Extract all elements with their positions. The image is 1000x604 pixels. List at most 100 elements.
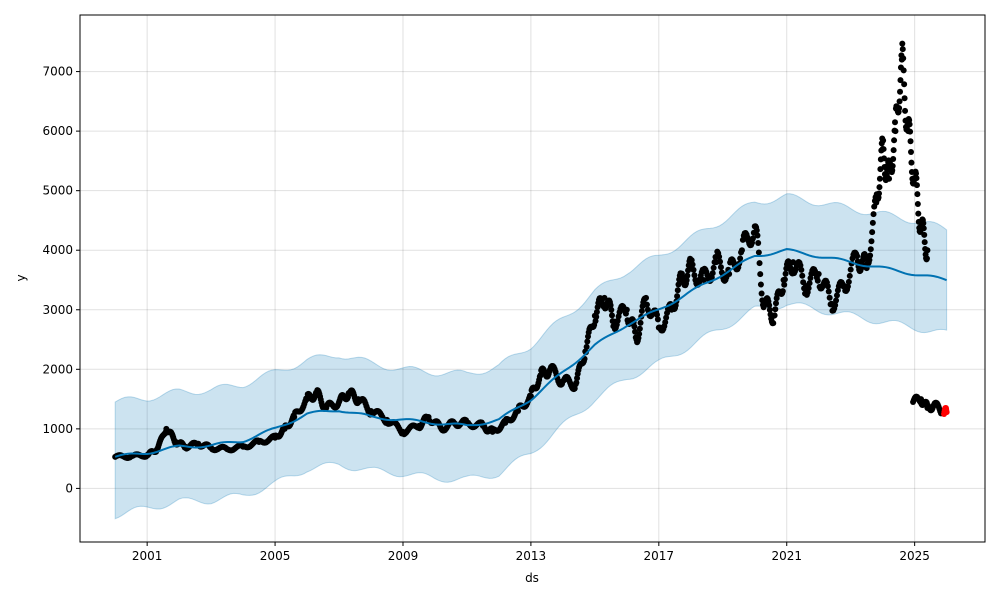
observed-point [824, 283, 831, 290]
observed-point [889, 167, 896, 174]
observed-point [890, 147, 897, 154]
observed-point [814, 277, 821, 284]
observed-point [914, 191, 921, 198]
observed-point [913, 182, 920, 189]
y-tick-label: 0 [65, 481, 73, 495]
y-tick-label: 3000 [42, 303, 73, 317]
observed-point [902, 107, 909, 114]
observed-point [924, 247, 931, 254]
x-axis-label: ds [525, 571, 539, 585]
observed-point [847, 266, 854, 273]
observed-point [781, 281, 788, 288]
observed-point [900, 55, 907, 62]
observed-point [782, 270, 789, 277]
observed-point [867, 246, 874, 253]
observed-point [867, 252, 874, 259]
observed-point [920, 225, 927, 232]
observed-point [691, 272, 698, 279]
y-tick-label: 7000 [42, 65, 73, 79]
observed-point [896, 105, 903, 112]
observed-point [881, 155, 888, 162]
observed-point [920, 220, 927, 227]
observed-point [717, 258, 724, 265]
highlighted-point [943, 409, 950, 416]
y-axis: 0 1000 2000 3000 4000 5000 6000 7000 [42, 65, 80, 495]
x-tick-label: 2013 [516, 549, 547, 563]
observed-point [709, 270, 716, 277]
observed-point [754, 232, 761, 239]
observed-point [608, 306, 615, 313]
observed-point [797, 262, 804, 269]
observed-point [636, 330, 643, 337]
observed-point [757, 271, 764, 278]
observed-point [689, 261, 696, 268]
observed-point [854, 258, 861, 265]
observed-point [573, 379, 580, 386]
observed-point [766, 306, 773, 313]
observed-point [900, 67, 907, 74]
forecast-line [114, 247, 947, 458]
uncertainty-interval [114, 193, 948, 520]
y-tick-label: 2000 [42, 362, 73, 376]
observed-point [806, 280, 813, 287]
observed-point [899, 46, 906, 53]
observed-point [908, 159, 915, 166]
observed-point [753, 227, 760, 234]
observed-point [737, 255, 744, 262]
observed-point [716, 253, 723, 260]
observed-point [662, 319, 669, 326]
observed-point [901, 81, 908, 88]
observed-point [674, 287, 681, 294]
observed-point [623, 306, 630, 313]
observed-point [915, 210, 922, 217]
observed-point [832, 302, 839, 309]
observed-point [876, 190, 883, 197]
x-tick-label: 2001 [132, 549, 163, 563]
observed-point [710, 264, 717, 271]
y-tick-label: 4000 [42, 243, 73, 257]
observed-point [923, 255, 930, 262]
observed-point [921, 231, 928, 238]
observed-point [755, 240, 762, 247]
observed-point [845, 278, 852, 285]
observed-point [901, 95, 908, 102]
observed-point [515, 407, 522, 414]
observed-point [631, 323, 638, 330]
observed-point [907, 138, 914, 145]
observed-point [798, 266, 805, 273]
observed-point [772, 306, 779, 313]
observed-point [690, 266, 697, 273]
observed-point [906, 121, 913, 128]
observed-point [869, 219, 876, 226]
observed-point [749, 235, 756, 242]
observed-point [886, 175, 893, 182]
observed-point [846, 272, 853, 279]
observed-point [654, 316, 661, 323]
observed-point [675, 281, 682, 288]
observed-point [880, 137, 887, 144]
observed-point [608, 312, 615, 319]
observed-point [663, 314, 670, 321]
observed-point [756, 260, 763, 267]
y-tick-label: 1000 [42, 422, 73, 436]
observed-point [833, 297, 840, 304]
observed-point [643, 294, 650, 301]
y-axis-label: y [14, 274, 28, 281]
plot-frame [79, 14, 986, 543]
observed-point [684, 272, 691, 279]
observed-point [869, 229, 876, 236]
observed-point [892, 119, 899, 126]
observed-point [757, 281, 764, 288]
observed-point [683, 277, 690, 284]
observed-point [772, 300, 779, 307]
observed-point [913, 170, 920, 177]
y-tick-label: 5000 [42, 184, 73, 198]
observed-point [914, 201, 921, 208]
observed-point [897, 77, 904, 84]
observed-point [771, 312, 778, 319]
observed-point [913, 175, 920, 182]
observed-point [921, 239, 928, 246]
observed-point [880, 146, 887, 153]
observed-point [889, 162, 896, 169]
observed-point [805, 285, 812, 292]
